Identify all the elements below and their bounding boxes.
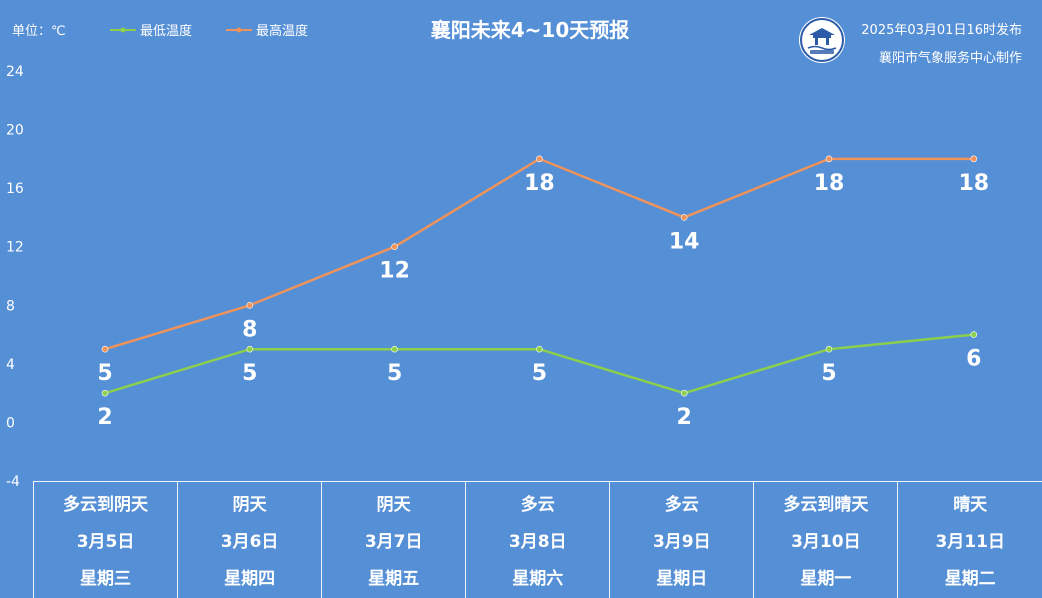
day-weather: 多云 <box>466 487 609 524</box>
point-high <box>536 156 542 162</box>
point-low <box>826 346 832 352</box>
point-high <box>247 302 253 308</box>
day-date: 3月5日 <box>34 524 177 561</box>
day-date: 3月11日 <box>898 524 1042 561</box>
point-low <box>392 346 398 352</box>
data-label-high: 18 <box>958 171 989 196</box>
day-date: 3月8日 <box>466 524 609 561</box>
day-date: 3月6日 <box>178 524 321 561</box>
point-high <box>826 156 832 162</box>
value-labels: 2 5 5 5 2 5 6 5 8 12 18 14 18 18 <box>97 171 989 430</box>
y-axis: 24 20 16 12 8 4 0 -4 <box>6 64 24 490</box>
point-low <box>681 390 687 396</box>
day-weekday: 星期二 <box>898 561 1042 598</box>
day-weekday: 星期六 <box>466 561 609 598</box>
y-tick-label: 20 <box>6 123 24 139</box>
data-label-high: 5 <box>97 361 112 386</box>
data-label-low: 5 <box>242 361 257 386</box>
y-tick-label: 12 <box>6 240 24 256</box>
data-label-low: 5 <box>821 361 836 386</box>
y-tick-label: 24 <box>6 64 24 80</box>
day-weather: 多云到阴天 <box>34 487 177 524</box>
day-weather: 多云到晴天 <box>754 487 897 524</box>
point-low <box>102 390 108 396</box>
day-date: 3月9日 <box>610 524 753 561</box>
y-tick-label: 4 <box>6 357 15 373</box>
day-weekday: 星期四 <box>178 561 321 598</box>
data-label-high: 8 <box>242 317 257 342</box>
data-label-low: 5 <box>387 361 402 386</box>
data-label-high: 14 <box>669 229 700 254</box>
point-low <box>971 332 977 338</box>
day-date: 3月10日 <box>754 524 897 561</box>
point-high <box>681 214 687 220</box>
y-tick-label: -4 <box>6 474 20 490</box>
point-high <box>392 244 398 250</box>
y-tick-label: 16 <box>6 181 24 197</box>
data-label-high: 18 <box>524 171 555 196</box>
day-weather: 阴天 <box>322 487 465 524</box>
data-label-low: 6 <box>966 347 981 372</box>
day-weekday: 星期三 <box>34 561 177 598</box>
y-tick-label: 0 <box>6 415 15 431</box>
day-weather: 多云 <box>610 487 753 524</box>
data-label-high: 12 <box>379 259 410 284</box>
point-low <box>247 346 253 352</box>
day-weather: 阴天 <box>178 487 321 524</box>
day-weather: 晴天 <box>898 487 1042 524</box>
data-label-low: 2 <box>677 405 692 430</box>
day-weekday: 星期五 <box>322 561 465 598</box>
day-date: 3月7日 <box>322 524 465 561</box>
day-weekday: 星期一 <box>754 561 897 598</box>
day-weekday: 星期日 <box>610 561 753 598</box>
y-tick-label: 8 <box>6 298 15 314</box>
point-high <box>102 346 108 352</box>
point-low <box>536 346 542 352</box>
data-label-high: 18 <box>814 171 845 196</box>
point-high <box>971 156 977 162</box>
data-label-low: 5 <box>532 361 547 386</box>
data-label-low: 2 <box>97 405 112 430</box>
